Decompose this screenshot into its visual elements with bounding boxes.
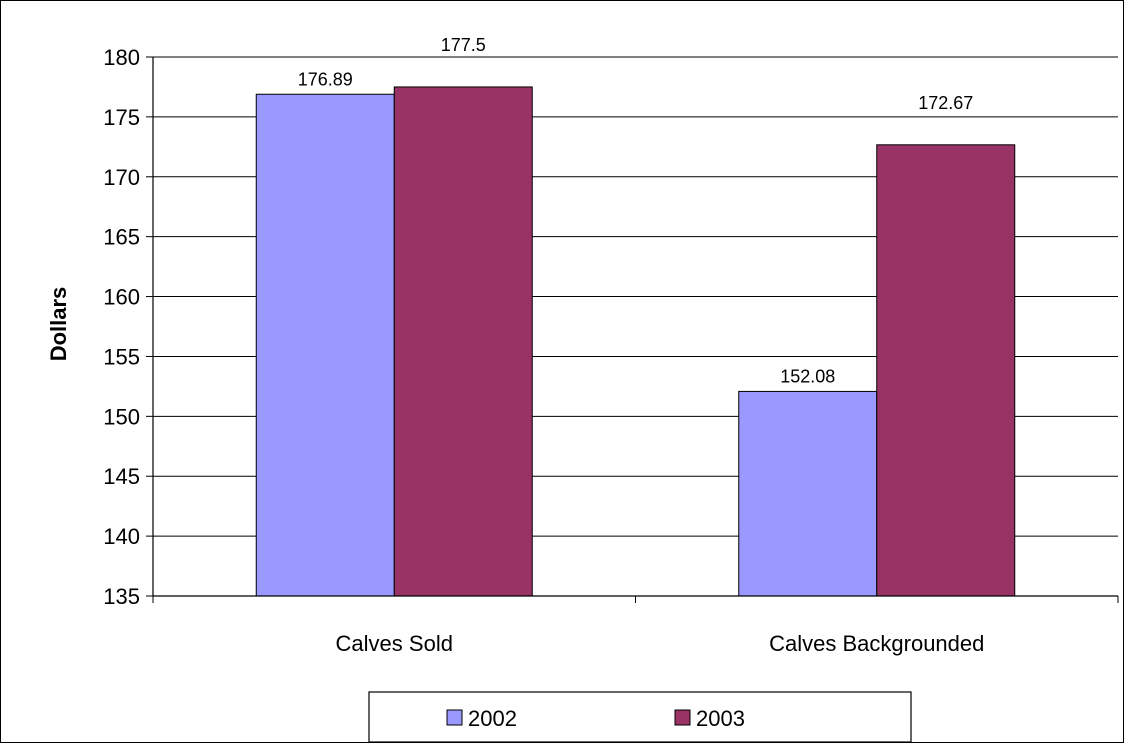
data-label: 152.08 xyxy=(780,366,835,386)
axes xyxy=(146,56,1119,603)
y-tick-label: 135 xyxy=(103,584,140,609)
bar-2002-calves-backgrounded xyxy=(738,390,878,597)
bar-2003-calves-sold xyxy=(393,86,533,597)
legend-label-2003: 2003 xyxy=(696,706,745,731)
y-tick-label: 180 xyxy=(103,45,140,70)
y-tick-label: 145 xyxy=(103,464,140,489)
data-label: 172.67 xyxy=(918,93,973,113)
data-label: 176.89 xyxy=(298,69,353,89)
bars xyxy=(255,86,1016,597)
y-tick-label: 175 xyxy=(103,105,140,130)
labels: 135 140 145 150 155 160 165 170 175 180 176.89 177.… xyxy=(103,35,984,656)
bar-2002-calves-sold xyxy=(255,93,395,597)
bar-2003-calves-backgrounded xyxy=(876,144,1016,597)
y-tick-label: 140 xyxy=(103,524,140,549)
legend-swatch-2002 xyxy=(446,709,463,726)
legend: 2002 2003 xyxy=(368,691,912,743)
legend-swatch-2003 xyxy=(674,709,691,726)
y-tick-label: 165 xyxy=(103,225,140,250)
y-tick-label: 170 xyxy=(103,165,140,190)
y-tick-label: 150 xyxy=(103,404,140,429)
y-tick-label: 160 xyxy=(103,285,140,310)
y-axis-title: Dollars xyxy=(46,287,71,362)
x-category-label: Calves Backgrounded xyxy=(769,631,984,656)
x-category-label: Calves Sold xyxy=(336,631,453,656)
y-tick-label: 155 xyxy=(103,344,140,369)
legend-label-2002: 2002 xyxy=(468,706,517,731)
data-label: 177.5 xyxy=(441,35,486,55)
